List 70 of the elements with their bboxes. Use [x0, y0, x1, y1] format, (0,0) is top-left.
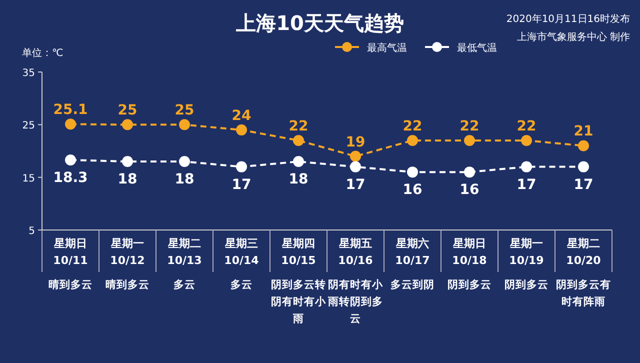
chart-title: 上海10天天气趋势: [235, 11, 404, 35]
y-tick-label: 5: [28, 226, 35, 237]
point: [521, 161, 532, 172]
text: 阴到多云: [448, 278, 492, 291]
data-label: 22: [402, 118, 422, 134]
x-tick-label: 星期一 10/12: [110, 237, 145, 267]
point: [179, 156, 190, 168]
text: 阴到多云转阴有时有小雨: [271, 278, 327, 325]
point: [122, 119, 133, 130]
point: [65, 154, 76, 166]
text: 多云到阴: [390, 278, 434, 291]
text: 晴到多云: [106, 278, 150, 291]
point: [293, 134, 304, 146]
point: [464, 134, 475, 146]
point: [407, 166, 418, 178]
point: [578, 161, 589, 172]
point: [293, 156, 304, 168]
data-label: 25.1: [53, 102, 88, 118]
data-label: 22: [288, 118, 308, 134]
point: [464, 166, 475, 178]
point: [236, 124, 247, 136]
data-label: 19: [346, 134, 366, 150]
x-tick-label: 星期五 10/16: [338, 237, 374, 267]
x-tick-label: 星期四 10/15: [281, 237, 316, 267]
x-tick-label: 星期三 10/14: [224, 237, 260, 267]
data-label: 25: [118, 102, 138, 119]
text: 晴到多云: [48, 278, 92, 291]
point: [179, 119, 190, 130]
data-label: 21: [574, 124, 594, 140]
data-label: 16: [460, 182, 480, 198]
data-label: 18.3: [53, 170, 88, 186]
point: [407, 134, 418, 146]
data-label: 17: [574, 176, 594, 193]
text: 阴到多云有时有阵雨: [556, 278, 611, 308]
data-label: 18: [174, 172, 194, 188]
y-tick-label: 25: [22, 120, 35, 132]
point: [521, 134, 532, 146]
data-label: 17: [516, 176, 536, 193]
text: 上海市气象服务中心 制作: [516, 31, 630, 43]
x-tick-label: 星期二 10/13: [167, 237, 202, 267]
data-label: 22: [516, 118, 536, 134]
point: [578, 140, 589, 152]
x-tick-label: 星期一 10/19: [509, 237, 544, 267]
data-label: 18: [288, 172, 308, 188]
text: 多云: [174, 278, 196, 291]
y-axis-title: 单位：℃: [22, 47, 64, 59]
text: 阴到多云: [504, 278, 548, 291]
point: [350, 150, 361, 162]
text: 阴有时有小雨转阴到多云: [327, 278, 384, 325]
point: [65, 118, 76, 130]
legend-label: 最高气温: [367, 42, 407, 54]
data-label: 22: [460, 118, 480, 134]
data-label: 17: [232, 176, 252, 193]
point: [350, 161, 361, 172]
point: [122, 156, 133, 168]
x-tick-label: 星期日 10/18: [452, 237, 487, 267]
data-label: 17: [346, 176, 366, 193]
y-tick-label: 35: [22, 68, 35, 79]
legend-label: 最低气温: [457, 42, 497, 54]
text: 2020年10月11日16时发布: [506, 13, 630, 25]
y-tick-label: 15: [22, 173, 35, 184]
x-tick-label: 星期日 10/11: [53, 237, 88, 267]
point: [236, 161, 247, 172]
x-tick-label: 星期二 10/20: [566, 237, 602, 267]
x-tick-label: 星期六 10/17: [395, 237, 430, 267]
data-label: 25: [174, 102, 194, 119]
text: 多云: [230, 278, 252, 291]
data-label: 24: [232, 108, 252, 124]
data-label: 18: [118, 172, 138, 188]
data-label: 16: [402, 182, 422, 198]
